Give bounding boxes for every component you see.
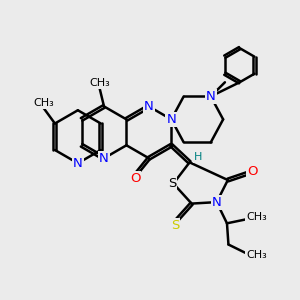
Text: CH₃: CH₃	[33, 98, 54, 108]
Text: N: N	[212, 196, 221, 208]
Text: CH₃: CH₃	[89, 78, 110, 88]
Text: O: O	[247, 165, 257, 178]
Text: S: S	[171, 220, 179, 232]
Text: O: O	[130, 172, 140, 185]
Text: N: N	[206, 90, 216, 103]
Text: S: S	[168, 177, 176, 190]
Text: N: N	[167, 113, 176, 126]
Text: N: N	[144, 100, 154, 113]
Text: N: N	[99, 152, 109, 165]
Text: CH₃: CH₃	[246, 250, 267, 260]
Text: N: N	[73, 157, 83, 170]
Text: H: H	[194, 152, 202, 162]
Text: CH₃: CH₃	[246, 212, 267, 222]
